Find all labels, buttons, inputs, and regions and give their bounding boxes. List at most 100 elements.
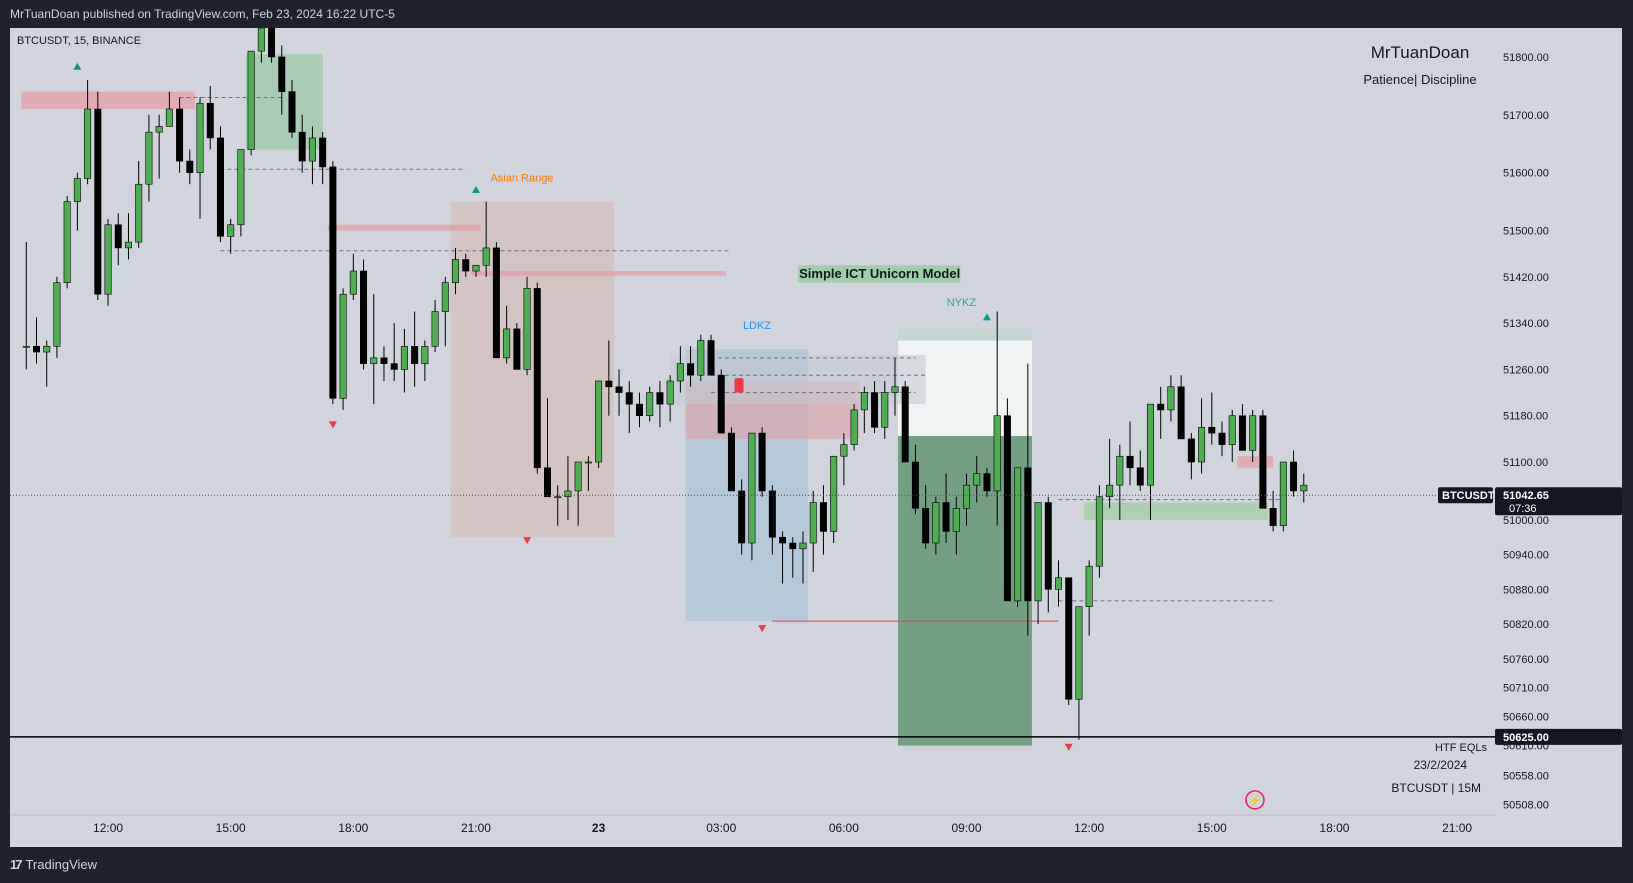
candle (227, 218, 235, 254)
candle-body (380, 357, 388, 364)
time-tick-label: 15:00 (1197, 821, 1227, 835)
candle (84, 80, 92, 185)
candle (165, 91, 173, 127)
candle (615, 369, 623, 416)
candle (1238, 404, 1246, 451)
tradingview-brand[interactable]: 17 TradingView (0, 847, 97, 883)
candle-body (707, 340, 715, 376)
candle-body (441, 282, 449, 312)
candle-body (1065, 577, 1073, 700)
publish-header: MrTuanDoan published on TradingView.com,… (0, 0, 1633, 28)
candle-body (227, 224, 235, 237)
candle (748, 432, 756, 561)
candle-body (268, 27, 276, 58)
candle (881, 380, 889, 439)
candle (1208, 392, 1216, 445)
candle-body (1146, 403, 1154, 486)
candle (932, 496, 940, 555)
symbol-badge[interactable] (1438, 487, 1493, 504)
candle (830, 455, 838, 544)
candle-body (288, 91, 296, 133)
candle (206, 85, 214, 150)
candle-body (738, 490, 746, 544)
candle-body (1300, 484, 1308, 492)
htf-eqls-date: 23/2/2024 (1414, 758, 1468, 772)
time-tick-label: 18:00 (338, 821, 368, 835)
candle (22, 242, 30, 370)
price-tick-label: 51260.00 (1503, 364, 1549, 376)
candle-body (1269, 508, 1277, 526)
candle (1187, 433, 1195, 480)
candle (349, 253, 357, 300)
candle (124, 213, 132, 260)
candle (666, 375, 674, 422)
candle-body (605, 380, 613, 388)
candle (625, 380, 633, 434)
candle-body (247, 50, 255, 150)
candle-body (625, 392, 633, 405)
current-price-badge[interactable] (1495, 487, 1622, 516)
price-tick-label: 51100.00 (1503, 457, 1548, 469)
candle (717, 369, 725, 434)
candle-body (135, 183, 143, 243)
candle (768, 485, 776, 555)
symbol-legend[interactable]: BTCUSDT, 15, BINANCE (17, 35, 141, 47)
candle (911, 444, 919, 515)
candle (676, 346, 684, 393)
candle-body (1106, 484, 1114, 498)
candle-body (360, 270, 368, 364)
candle-body (1003, 415, 1011, 602)
candle (319, 132, 327, 185)
candle (1249, 409, 1257, 463)
candle-body (952, 508, 960, 532)
current-price-value: 51042.65 (1503, 490, 1549, 502)
candle-body (22, 345, 30, 348)
candle (462, 253, 470, 277)
candle (850, 404, 858, 451)
candle (707, 334, 715, 376)
candle (278, 45, 286, 115)
candle (1116, 444, 1124, 520)
candle-body (574, 461, 582, 492)
price-tick-label: 51600.00 (1503, 168, 1549, 180)
candlestick-chart[interactable]: 51800.00 51700.00 51600.00 51500.00 51420.00… (10, 0, 1622, 847)
candle-body (779, 536, 787, 544)
candle (370, 294, 378, 405)
candle-body (799, 542, 807, 550)
candle-body (104, 224, 112, 295)
candle-body (543, 467, 551, 498)
candle (1167, 375, 1175, 422)
candle (922, 485, 930, 549)
candle-body (1259, 415, 1267, 509)
symbol-badge-label: BTCUSDT (1442, 490, 1495, 502)
candle (1259, 409, 1267, 509)
candle-body (1014, 467, 1022, 602)
candle (1014, 467, 1022, 607)
chart-area[interactable]: 51800.00 51700.00 51600.00 51500.00 51420.00… (10, 0, 1622, 847)
price-tick-label: 50508.00 (1503, 800, 1549, 812)
candle-body (1208, 426, 1216, 434)
candle (104, 218, 112, 306)
candle-body (492, 247, 500, 359)
candle (237, 149, 245, 237)
price-tick-label: 50760.00 (1503, 654, 1549, 666)
candle (1269, 490, 1277, 532)
candle (176, 97, 184, 173)
candle (1218, 421, 1226, 457)
candle (533, 282, 541, 474)
candle-body (615, 386, 623, 393)
candle-body (1136, 467, 1144, 486)
candle-body (1198, 426, 1206, 463)
candle (1106, 438, 1114, 509)
time-tick-label: 21:00 (461, 821, 491, 835)
candle (298, 114, 306, 173)
candle (513, 323, 521, 370)
candle-body (1095, 496, 1103, 567)
candle (697, 334, 705, 381)
htf-eqls-price-badge[interactable] (1495, 728, 1622, 745)
candle (871, 380, 879, 434)
candle-body (1228, 415, 1236, 445)
alert-icon[interactable] (1245, 790, 1265, 810)
price-axis[interactable] (1495, 28, 1622, 847)
candle-body (513, 328, 521, 370)
